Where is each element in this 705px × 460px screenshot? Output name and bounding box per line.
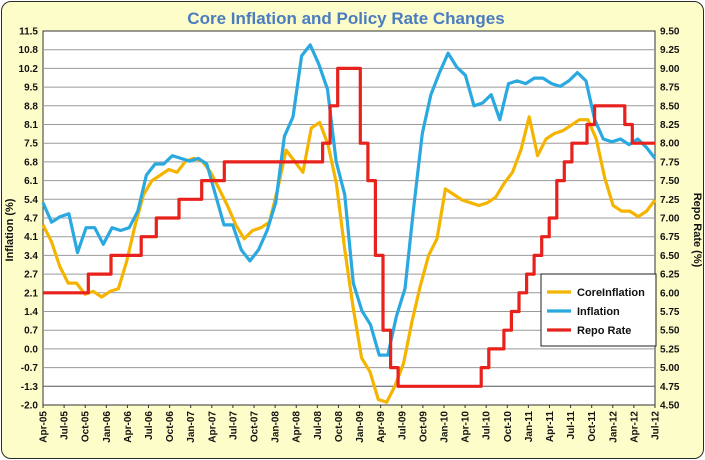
- left-tick-label: 2.7: [24, 270, 38, 281]
- x-tick-label: Jan-09: [355, 411, 366, 443]
- series-lines: [41, 43, 657, 404]
- left-axis-label: Inflation (%): [4, 198, 16, 261]
- x-axis-ticks: Apr-05 Jul-05 Oct-05 Jan-06 Apr-06 Jul-06 Oct-…: [39, 405, 662, 443]
- right-tick-label: 7.25: [660, 195, 680, 206]
- x-tick-label: Jul-10: [482, 411, 493, 440]
- x-tick-label: Apr-11: [545, 411, 556, 443]
- left-tick-label: 2.1: [24, 288, 38, 299]
- x-tick-label: Oct-05: [81, 411, 92, 443]
- right-tick-label: 6.25: [660, 270, 680, 281]
- right-tick-label: 6.50: [660, 251, 680, 262]
- right-axis-ticks: 9.50 9.25 9.00 8.75 8.50 8.25 8.00 7.75 7.50 7.25…: [660, 27, 680, 412]
- x-tick-label: Apr-07: [207, 411, 218, 443]
- right-axis-label: Repo Rate (%): [691, 193, 703, 268]
- left-tick-label: 4.1: [24, 232, 38, 243]
- x-tick-label: Apr-12: [629, 411, 640, 443]
- x-tick-label: Oct-09: [418, 411, 429, 443]
- legend: CoreInflation Inflation Repo Rate: [540, 273, 657, 347]
- legend-label-coreinflation: CoreInflation: [577, 287, 645, 299]
- x-tick-label: Apr-05: [39, 411, 50, 443]
- x-tick-label: Jan-06: [102, 411, 113, 443]
- left-tick-label: 8.8: [24, 101, 38, 112]
- legend-label-inflation: Inflation: [577, 306, 620, 318]
- right-tick-label: 8.25: [660, 120, 680, 131]
- left-tick-label: 6.1: [24, 176, 38, 187]
- x-tick-label: Jul-11: [566, 411, 577, 440]
- right-tick-label: 8.00: [660, 139, 680, 150]
- x-tick-label: Apr-09: [376, 411, 387, 443]
- left-tick-label: 11.5: [19, 27, 38, 38]
- series-line-inflation: [41, 43, 657, 357]
- left-tick-label: -0.7: [21, 363, 39, 374]
- x-tick-label: Jan-11: [524, 411, 535, 443]
- chart-title: Core Inflation and Policy Rate Changes: [187, 9, 504, 28]
- left-tick-label: 0.7: [24, 326, 38, 337]
- x-tick-label: Jan-07: [186, 411, 197, 443]
- x-tick-label: Jul-05: [60, 411, 71, 440]
- x-tick-label: Jul-07: [228, 411, 239, 440]
- left-tick-label: 4.7: [24, 214, 38, 225]
- x-tick-label: Oct-10: [503, 411, 514, 443]
- left-tick-label: 6.8: [24, 157, 38, 168]
- series-line-repo-rate: [43, 66, 655, 388]
- x-tick-label: Jan-12: [608, 411, 619, 443]
- right-tick-label: 9.25: [660, 45, 680, 56]
- legend-label-repo-rate: Repo Rate: [577, 325, 631, 337]
- left-tick-label: 1.4: [24, 307, 38, 318]
- left-tick-label: 8.1: [24, 120, 38, 131]
- left-tick-label: 7.5: [24, 139, 38, 150]
- x-tick-label: Oct-06: [165, 411, 176, 443]
- right-tick-label: 6.00: [660, 288, 680, 299]
- series-line-coreinflation: [41, 115, 657, 404]
- x-tick-label: Oct-11: [587, 411, 598, 442]
- left-tick-label: 10.2: [19, 64, 39, 75]
- right-tick-label: 4.75: [660, 382, 680, 393]
- x-tick-label: Apr-06: [123, 411, 134, 443]
- right-tick-label: 7.50: [660, 176, 680, 187]
- right-tick-label: 5.25: [660, 344, 680, 355]
- x-tick-label: Jul-06: [144, 411, 155, 440]
- right-tick-label: 9.00: [660, 64, 680, 75]
- x-tick-label: Jul-08: [313, 411, 324, 440]
- x-tick-label: Jan-10: [439, 411, 450, 443]
- left-axis-ticks: 11.5 10.8 10.2 9.5 8.8 8.1 7.5 6.8 6.1 5.4 4.7 4.1 3…: [19, 27, 39, 412]
- right-tick-label: 8.75: [660, 83, 680, 94]
- left-tick-label: 9.5: [24, 83, 38, 94]
- x-tick-label: Jul-12: [651, 411, 662, 440]
- right-tick-label: 8.50: [660, 101, 680, 112]
- left-tick-label: 3.4: [24, 251, 38, 262]
- right-tick-label: 6.75: [660, 232, 680, 243]
- left-tick-label: 10.8: [19, 45, 39, 56]
- left-tick-label: 5.4: [24, 195, 38, 206]
- right-tick-label: 5.00: [660, 363, 680, 374]
- right-tick-label: 7.00: [660, 214, 680, 225]
- right-tick-label: 4.50: [660, 401, 680, 412]
- grid: [42, 30, 656, 406]
- right-tick-label: 7.75: [660, 157, 680, 168]
- left-tick-label: -1.3: [21, 382, 39, 393]
- right-tick-label: 5.75: [660, 307, 680, 318]
- x-tick-label: Apr-10: [461, 411, 472, 443]
- right-tick-label: 9.50: [660, 27, 680, 38]
- x-tick-label: Oct-08: [334, 411, 345, 443]
- left-tick-label: -2.0: [21, 401, 39, 412]
- x-tick-label: Jul-09: [397, 411, 408, 440]
- left-tick-label: 0.0: [24, 344, 38, 355]
- x-tick-label: Oct-07: [250, 411, 261, 443]
- x-tick-label: Jan-08: [271, 411, 282, 443]
- x-tick-label: Apr-08: [292, 411, 303, 443]
- right-tick-label: 5.50: [660, 326, 680, 337]
